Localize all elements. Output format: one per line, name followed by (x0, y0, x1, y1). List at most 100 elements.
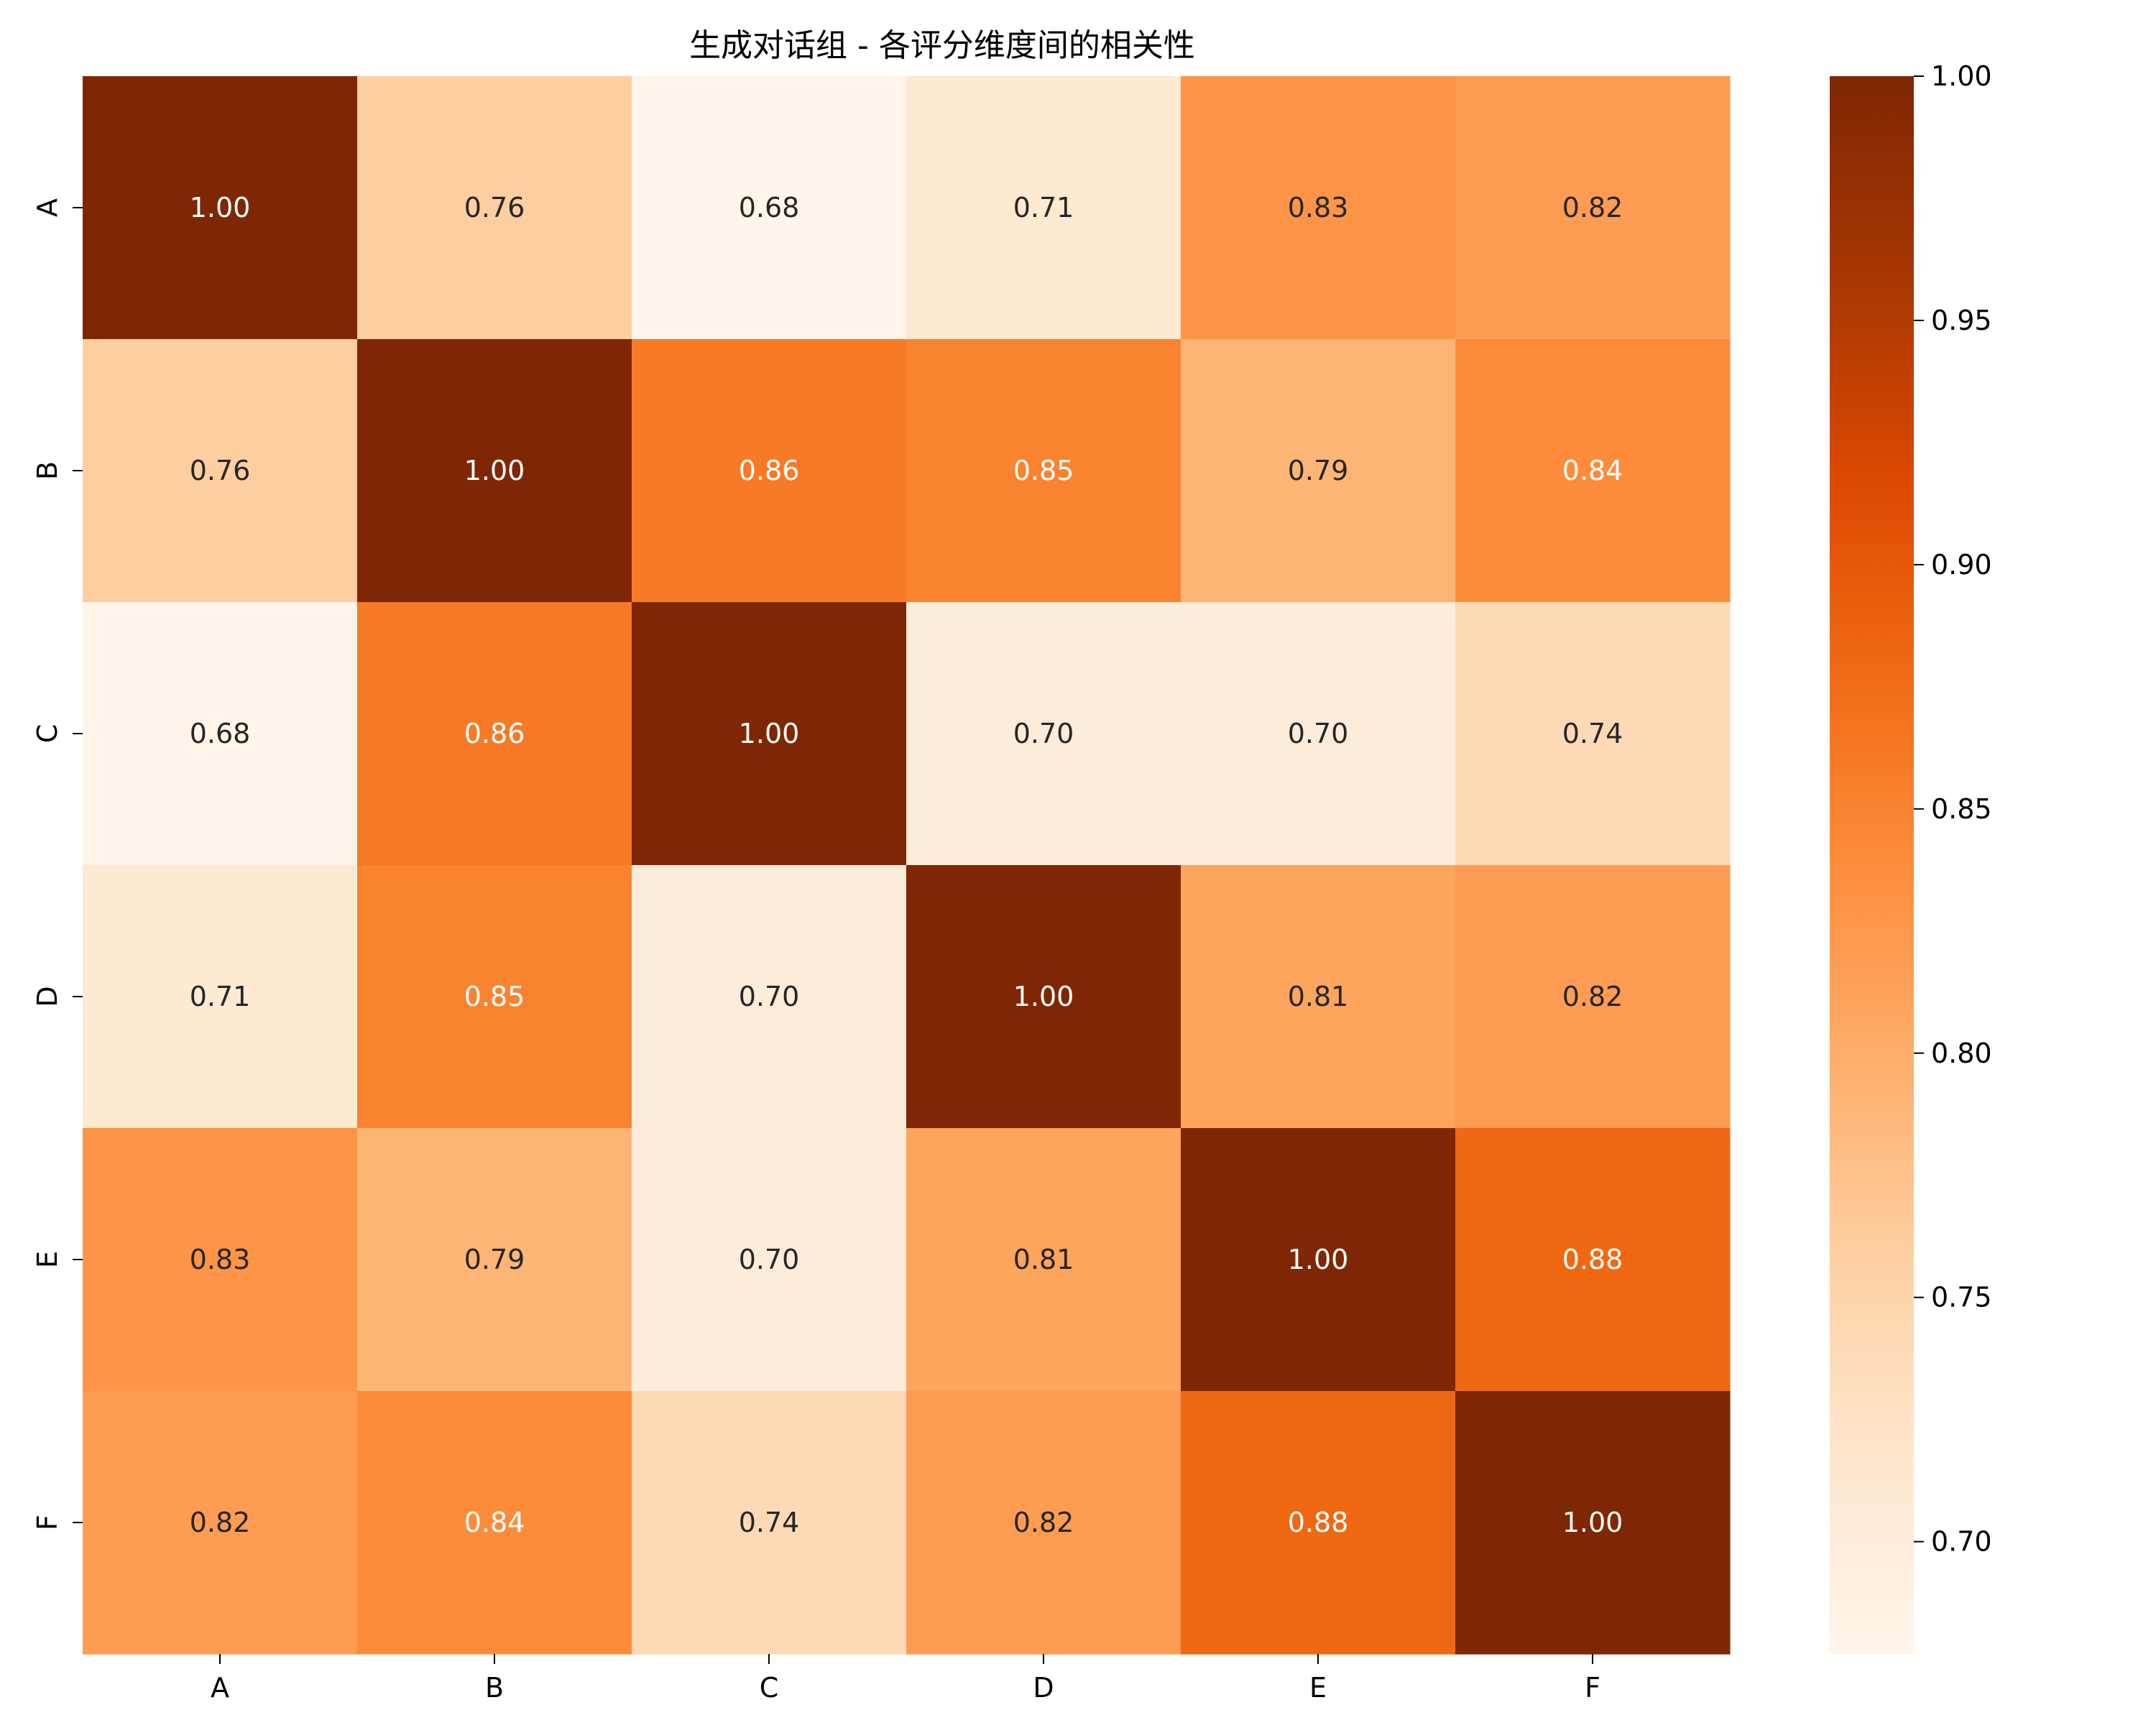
heatmap-cell-E-E (1181, 1128, 1456, 1392)
heatmap-cell-D-E (1181, 865, 1456, 1129)
heatmap-cell-F-D (906, 1391, 1181, 1655)
colorbar-tick-label-0.95: 0.95 (1931, 305, 1992, 336)
cell-value-D-E: 0.81 (1288, 981, 1349, 1012)
colorbar-tick-label-0.90: 0.90 (1931, 549, 1992, 581)
heatmap-cell-D-F (1455, 865, 1731, 1129)
heatmap-cell-C-E (1181, 602, 1456, 866)
x-axis: A B C D E F (211, 1654, 1600, 1704)
heatmap-cell-D-C (632, 865, 907, 1129)
x-tick-label-F: F (1585, 1672, 1600, 1704)
cell-value-D-F: 0.82 (1562, 981, 1623, 1012)
cell-value-F-F: 1.00 (1562, 1507, 1623, 1538)
heatmap-cell-E-F (1455, 1128, 1731, 1392)
heatmap-cell-E-C (632, 1128, 907, 1392)
y-tick-label-A: A (32, 198, 63, 217)
colorbar-tick-label-0.80: 0.80 (1931, 1038, 1992, 1069)
y-tick-label-F: F (32, 1515, 63, 1530)
cell-value-E-F: 0.88 (1562, 1244, 1623, 1275)
heatmap-cell-C-A (83, 602, 358, 866)
heatmap-cell-labels: 1.00 0.76 0.68 0.71 0.83 0.82 0.76 1.00 0.86 0.85… (190, 192, 1623, 1538)
cell-value-E-D: 0.81 (1013, 1244, 1074, 1275)
heatmap-cell-C-B (357, 602, 632, 866)
cell-value-C-F: 0.74 (1562, 718, 1623, 749)
y-tick-label-E: E (32, 1251, 63, 1268)
heatmap-cell-C-D (906, 602, 1181, 866)
y-tick-label-D: D (32, 986, 63, 1007)
colorbar-tick-label-0.70: 0.70 (1931, 1526, 1992, 1558)
cell-value-B-C: 0.86 (739, 455, 800, 486)
heatmap-cell-F-F (1455, 1391, 1731, 1655)
cell-value-B-D: 0.85 (1013, 455, 1074, 486)
cell-value-E-B: 0.79 (464, 1244, 525, 1275)
heatmap-cell-B-B (357, 339, 632, 603)
cell-value-A-B: 0.76 (464, 192, 525, 223)
heatmap-cell-A-A (83, 76, 358, 340)
cell-value-E-E: 1.00 (1288, 1244, 1349, 1275)
heatmap-cell-F-A (83, 1391, 358, 1655)
y-tick-label-B: B (32, 461, 63, 480)
x-tick-label-E: E (1309, 1672, 1327, 1704)
cell-value-D-C: 0.70 (739, 981, 800, 1012)
heatmap-cell-A-F (1455, 76, 1731, 340)
colorbar-gradient (1830, 76, 1914, 1654)
cell-value-D-D: 1.00 (1013, 981, 1074, 1012)
heatmap-cell-E-A (83, 1128, 358, 1392)
heatmap-cell-A-B (357, 76, 632, 340)
cell-value-A-C: 0.68 (739, 192, 800, 223)
cell-value-C-C: 1.00 (739, 718, 800, 749)
heatmap-cell-F-B (357, 1391, 632, 1655)
cell-value-A-D: 0.71 (1013, 192, 1074, 223)
y-axis: A B C D E F (32, 198, 83, 1530)
heatmap-cell-B-E (1181, 339, 1456, 603)
heatmap-cell-E-D (906, 1128, 1181, 1392)
cell-value-C-B: 0.86 (464, 718, 525, 749)
chart-title: 生成对话组 - 各评分维度间的相关性 (689, 27, 1195, 64)
heatmap-cells (83, 76, 1731, 1655)
cell-value-E-A: 0.83 (190, 1244, 251, 1275)
heatmap-cell-C-F (1455, 602, 1731, 866)
heatmap-cell-B-D (906, 339, 1181, 603)
colorbar-tick-label-1.00: 1.00 (1931, 60, 1992, 92)
cell-value-F-C: 0.74 (739, 1507, 800, 1538)
heatmap-cell-A-D (906, 76, 1181, 340)
cell-value-B-A: 0.76 (190, 455, 251, 486)
cell-value-C-D: 0.70 (1013, 718, 1074, 749)
cell-value-D-B: 0.85 (464, 981, 525, 1012)
heatmap-cell-B-F (1455, 339, 1731, 603)
heatmap-cell-D-D (906, 865, 1181, 1129)
heatmap-cell-B-A (83, 339, 358, 603)
cell-value-F-A: 0.82 (190, 1507, 251, 1538)
x-tick-label-C: C (760, 1672, 779, 1704)
colorbar-tick-label-0.85: 0.85 (1931, 793, 1992, 825)
cell-value-C-E: 0.70 (1288, 718, 1349, 749)
x-tick-label-B: B (485, 1672, 504, 1704)
heatmap-cell-F-E (1181, 1391, 1456, 1655)
x-tick-label-D: D (1033, 1672, 1054, 1704)
heatmap-cell-A-C (632, 76, 907, 340)
heatmap-cell-B-C (632, 339, 907, 603)
cell-value-F-B: 0.84 (464, 1507, 525, 1538)
cell-value-A-A: 1.00 (190, 192, 251, 223)
heatmap-cell-D-A (83, 865, 358, 1129)
cell-value-B-F: 0.84 (1562, 455, 1623, 486)
heatmap-cell-F-C (632, 1391, 907, 1655)
y-tick-label-C: C (32, 724, 63, 744)
heatmap-cell-A-E (1181, 76, 1456, 340)
colorbar-tick-label-0.75: 0.75 (1931, 1282, 1992, 1313)
cell-value-A-E: 0.83 (1288, 192, 1349, 223)
cell-value-B-B: 1.00 (464, 455, 525, 486)
heatmap-cell-C-C (632, 602, 907, 866)
cell-value-B-E: 0.79 (1288, 455, 1349, 486)
cell-value-D-A: 0.71 (190, 981, 251, 1012)
cell-value-C-A: 0.68 (190, 718, 251, 749)
cell-value-F-D: 0.82 (1013, 1507, 1074, 1538)
cell-value-F-E: 0.88 (1288, 1507, 1349, 1538)
heatmap-cell-D-B (357, 865, 632, 1129)
colorbar: 0.70 0.75 0.80 0.85 0.90 0.95 1.00 (1830, 60, 1992, 1654)
heatmap-cell-E-B (357, 1128, 632, 1392)
x-tick-label-A: A (211, 1672, 229, 1704)
cell-value-A-F: 0.82 (1562, 192, 1623, 223)
cell-value-E-C: 0.70 (739, 1244, 800, 1275)
